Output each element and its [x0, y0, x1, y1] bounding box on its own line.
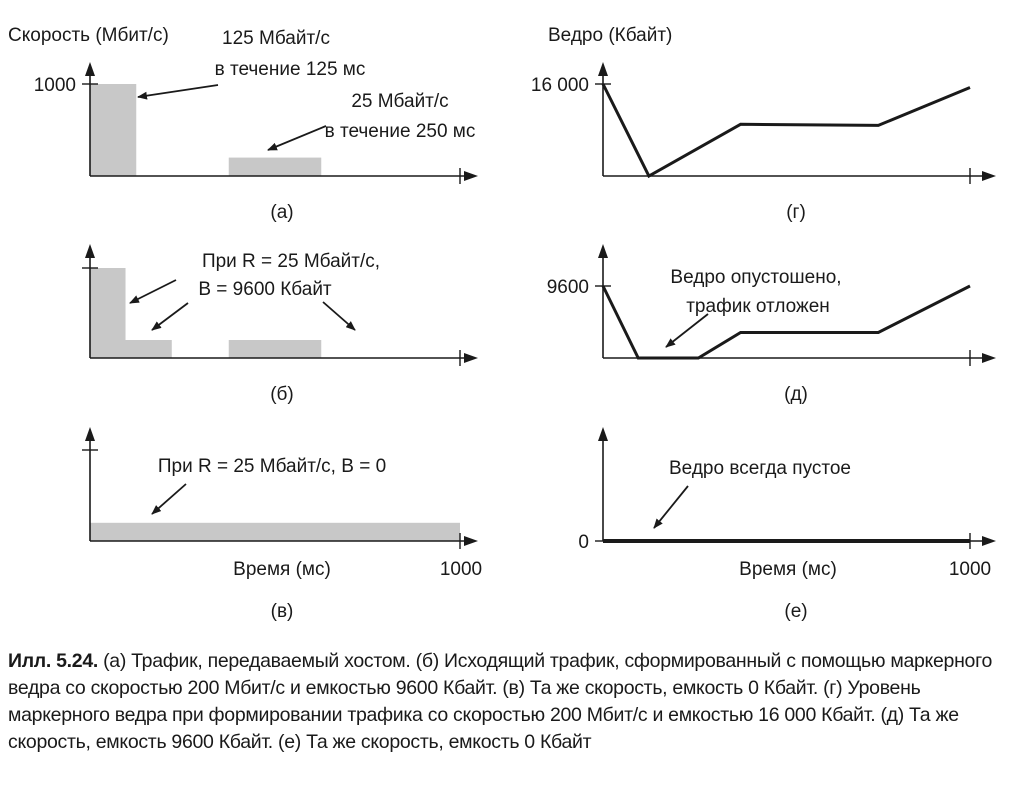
- bar-a-1: [228, 157, 322, 176]
- x-axis-arrow-e: [982, 353, 996, 363]
- caption-text: (а) Трафик, передаваемый хостом. (б) Исх…: [8, 650, 993, 753]
- x-axis-arrow-a: [464, 171, 478, 181]
- y-axis-arrow-c: [85, 427, 95, 441]
- panel-label-a: (а): [270, 202, 293, 223]
- annotation-a-1-line-0: 25 Мбайт/с: [351, 91, 448, 112]
- annotation-arrow-b-0-2: [322, 301, 356, 331]
- panel-label-e: (д): [784, 384, 808, 405]
- chart-panel-d: Ведро (Кбайт) 16 000 (г): [531, 25, 996, 223]
- panel-label-b: (б): [270, 384, 294, 405]
- panel-label-d: (г): [786, 202, 806, 223]
- annotation-arrow-c-0: [151, 483, 187, 515]
- y-tick-label-d-0: 16 000: [531, 75, 589, 96]
- annotation-arrow-b-0-0: [129, 279, 177, 304]
- x-axis-arrow-d: [982, 171, 996, 181]
- panel-label-c: (в): [271, 601, 294, 622]
- x-tick-label-f-0: 1000: [949, 559, 991, 580]
- x-axis-arrow-f: [982, 536, 996, 546]
- annotation-arrow-f-0: [653, 485, 689, 529]
- annotation-arrow-e-0: [665, 313, 709, 348]
- chart-panel-a: Скорость (Мбит/с) 1000 (а) 125 Мбайт/с в теч…: [8, 25, 478, 223]
- caption-label: Илл. 5.24.: [8, 650, 98, 672]
- annotation-f-0-line-0: Ведро всегда пустое: [669, 458, 851, 479]
- y-axis-arrow-f: [598, 427, 608, 441]
- x-axis-label-c: Время (мс): [233, 559, 331, 580]
- annotation-e-0-line-0: Ведро опустошено,: [670, 267, 841, 288]
- bar-b-0: [90, 268, 126, 358]
- y-tick-label-e-0: 9600: [547, 277, 589, 298]
- annotation-e-0-line-1: трафик отложен: [686, 296, 830, 317]
- annotation-b-0-line-0: При R = 25 Мбайт/с,: [202, 251, 380, 272]
- annotation-b-0-line-1: B = 9600 Кбайт: [198, 279, 332, 300]
- x-axis-arrow-b: [464, 353, 478, 363]
- chart-panel-f: 0 Время (мс) 1000 (е) Ведро всегда пустое: [578, 427, 996, 622]
- bar-b-1: [125, 340, 172, 358]
- y-axis-label-d: Ведро (Кбайт): [548, 25, 672, 46]
- panel-label-f: (е): [784, 601, 807, 622]
- annotation-arrow-b-0-1: [151, 302, 189, 331]
- annotation-a-1-line-1: в течение 250 мс: [325, 121, 476, 142]
- token-bucket-figure: Скорость (Мбит/с) 1000 (а) 125 Мбайт/с в теч…: [8, 25, 996, 622]
- annotation-a-0-line-1: в течение 125 мс: [215, 59, 366, 80]
- bar-a-0: [90, 84, 137, 176]
- x-tick-label-c-0: 1000: [440, 559, 482, 580]
- x-axis-arrow-c: [464, 536, 478, 546]
- annotation-c-0-line-0: При R = 25 Мбайт/с, B = 0: [158, 456, 386, 477]
- annotation-a-0-line-0: 125 Мбайт/с: [222, 28, 330, 49]
- y-axis-arrow-a: [85, 62, 95, 76]
- series-line-d: [601, 83, 971, 179]
- y-tick-label-f-0: 0: [578, 532, 589, 553]
- y-axis-arrow-e: [598, 244, 608, 258]
- chart-panel-e: 9600 (д) Ведро опустошено, трафик отложен: [547, 244, 996, 405]
- bar-c-0: [90, 522, 460, 541]
- x-axis-label-f: Время (мс): [739, 559, 837, 580]
- annotation-arrow-a-1: [267, 125, 327, 151]
- y-axis-arrow-b: [85, 244, 95, 258]
- figure-caption: Илл. 5.24. (а) Трафик, передаваемый хост…: [8, 648, 1023, 756]
- chart-panel-c: Время (мс) 1000 (в) При R = 25 Мбайт/с, B =…: [82, 427, 482, 622]
- y-tick-label-a-0: 1000: [34, 75, 76, 96]
- chart-panel-b: (б) При R = 25 Мбайт/с, B = 9600 Кбайт: [82, 244, 478, 405]
- y-axis-label-a: Скорость (Мбит/с): [8, 25, 169, 46]
- series-line-e: [601, 284, 971, 360]
- y-axis-arrow-d: [598, 62, 608, 76]
- bar-b-2: [228, 340, 322, 358]
- annotation-arrow-a-0: [137, 84, 219, 100]
